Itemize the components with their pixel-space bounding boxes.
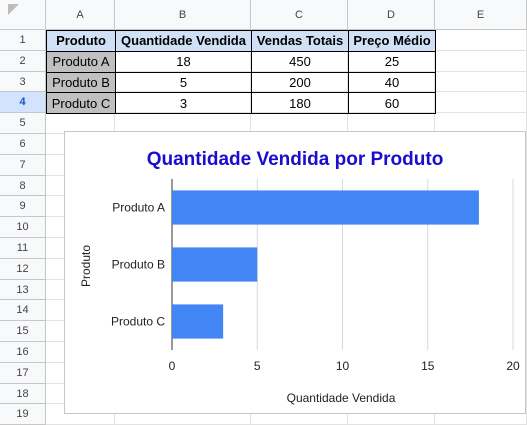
row-header-1[interactable]: 1 [0, 30, 46, 51]
row-header-2[interactable]: 2 [0, 50, 46, 72]
table-cell[interactable]: 3 [115, 92, 252, 115]
x-tick-label: 5 [254, 359, 261, 373]
corner-triangle-icon [8, 4, 19, 15]
row-header-16[interactable]: 16 [0, 342, 46, 363]
column-header-c[interactable]: C [251, 0, 348, 30]
row-header-3[interactable]: 3 [0, 71, 46, 93]
grid-line [46, 70, 527, 72]
y-tick-label: Produto A [112, 201, 165, 215]
table-cell[interactable]: 25 [348, 50, 436, 73]
row-header-15[interactable]: 15 [0, 321, 46, 342]
table-cell[interactable]: Produto A [46, 50, 116, 73]
y-axis-label: Produto [79, 245, 93, 287]
plot-area: 0 5 10 15 20 Produto A Produto B Produto C [111, 179, 520, 373]
y-tick-label: Produto C [111, 315, 165, 329]
bar-chart[interactable]: Quantidade Vendida por Produto Quantidad… [64, 131, 526, 414]
row-header-5[interactable]: 5 [0, 113, 46, 134]
row-header-17[interactable]: 17 [0, 362, 46, 384]
row-header-19[interactable]: 19 [0, 404, 46, 425]
table-cell[interactable]: Produto B [46, 71, 116, 94]
table-cell[interactable]: 200 [251, 71, 349, 94]
chart-title: Quantidade Vendida por Produto [147, 149, 444, 170]
row-header-4[interactable]: 4 [0, 92, 46, 114]
x-axis-label: Quantidade Vendida [287, 391, 396, 405]
select-all-corner[interactable] [0, 0, 46, 30]
row-header-13[interactable]: 13 [0, 279, 46, 301]
table-header-cell[interactable]: Produto [46, 30, 116, 52]
column-header-e[interactable]: E [435, 0, 527, 30]
table-cell[interactable]: 18 [115, 50, 252, 73]
bar-produto-b [172, 247, 258, 282]
table-cell[interactable]: 40 [348, 71, 436, 94]
chart-canvas: Quantidade Vendida por Produto Quantidad… [79, 149, 520, 405]
column-header-d[interactable]: D [348, 0, 435, 30]
row-header-14[interactable]: 14 [0, 300, 46, 322]
bar-produto-c [172, 304, 224, 339]
table-cell[interactable]: 180 [251, 92, 349, 115]
column-header-a[interactable]: A [46, 0, 115, 30]
grid-line [46, 91, 527, 93]
y-tick-label: Produto B [112, 258, 165, 272]
table-cell[interactable]: 5 [115, 71, 252, 94]
row-header-8[interactable]: 8 [0, 175, 46, 197]
row-header-11[interactable]: 11 [0, 238, 46, 259]
bar-produto-a [172, 190, 479, 225]
grid-line [46, 112, 527, 114]
row-header-12[interactable]: 12 [0, 258, 46, 280]
row-header-10[interactable]: 10 [0, 217, 46, 238]
x-tick-label: 20 [506, 359, 520, 373]
x-tick-label: 15 [421, 359, 435, 373]
row-header-6[interactable]: 6 [0, 134, 46, 155]
x-tick-label: 0 [169, 359, 176, 373]
table-header-cell[interactable]: Quantidade Vendida [115, 30, 252, 52]
table-header-cell[interactable]: Preço Médio [348, 30, 436, 52]
row-header-18[interactable]: 18 [0, 383, 46, 405]
table-cell[interactable]: 60 [348, 92, 436, 115]
table-cell[interactable]: 450 [251, 50, 349, 73]
row-header-9[interactable]: 9 [0, 196, 46, 218]
table-cell[interactable]: Produto C [46, 92, 116, 115]
row-header-7[interactable]: 7 [0, 154, 46, 176]
column-header-b[interactable]: B [115, 0, 251, 30]
x-tick-label: 10 [336, 359, 350, 373]
table-header-cell[interactable]: Vendas Totais [251, 30, 349, 52]
